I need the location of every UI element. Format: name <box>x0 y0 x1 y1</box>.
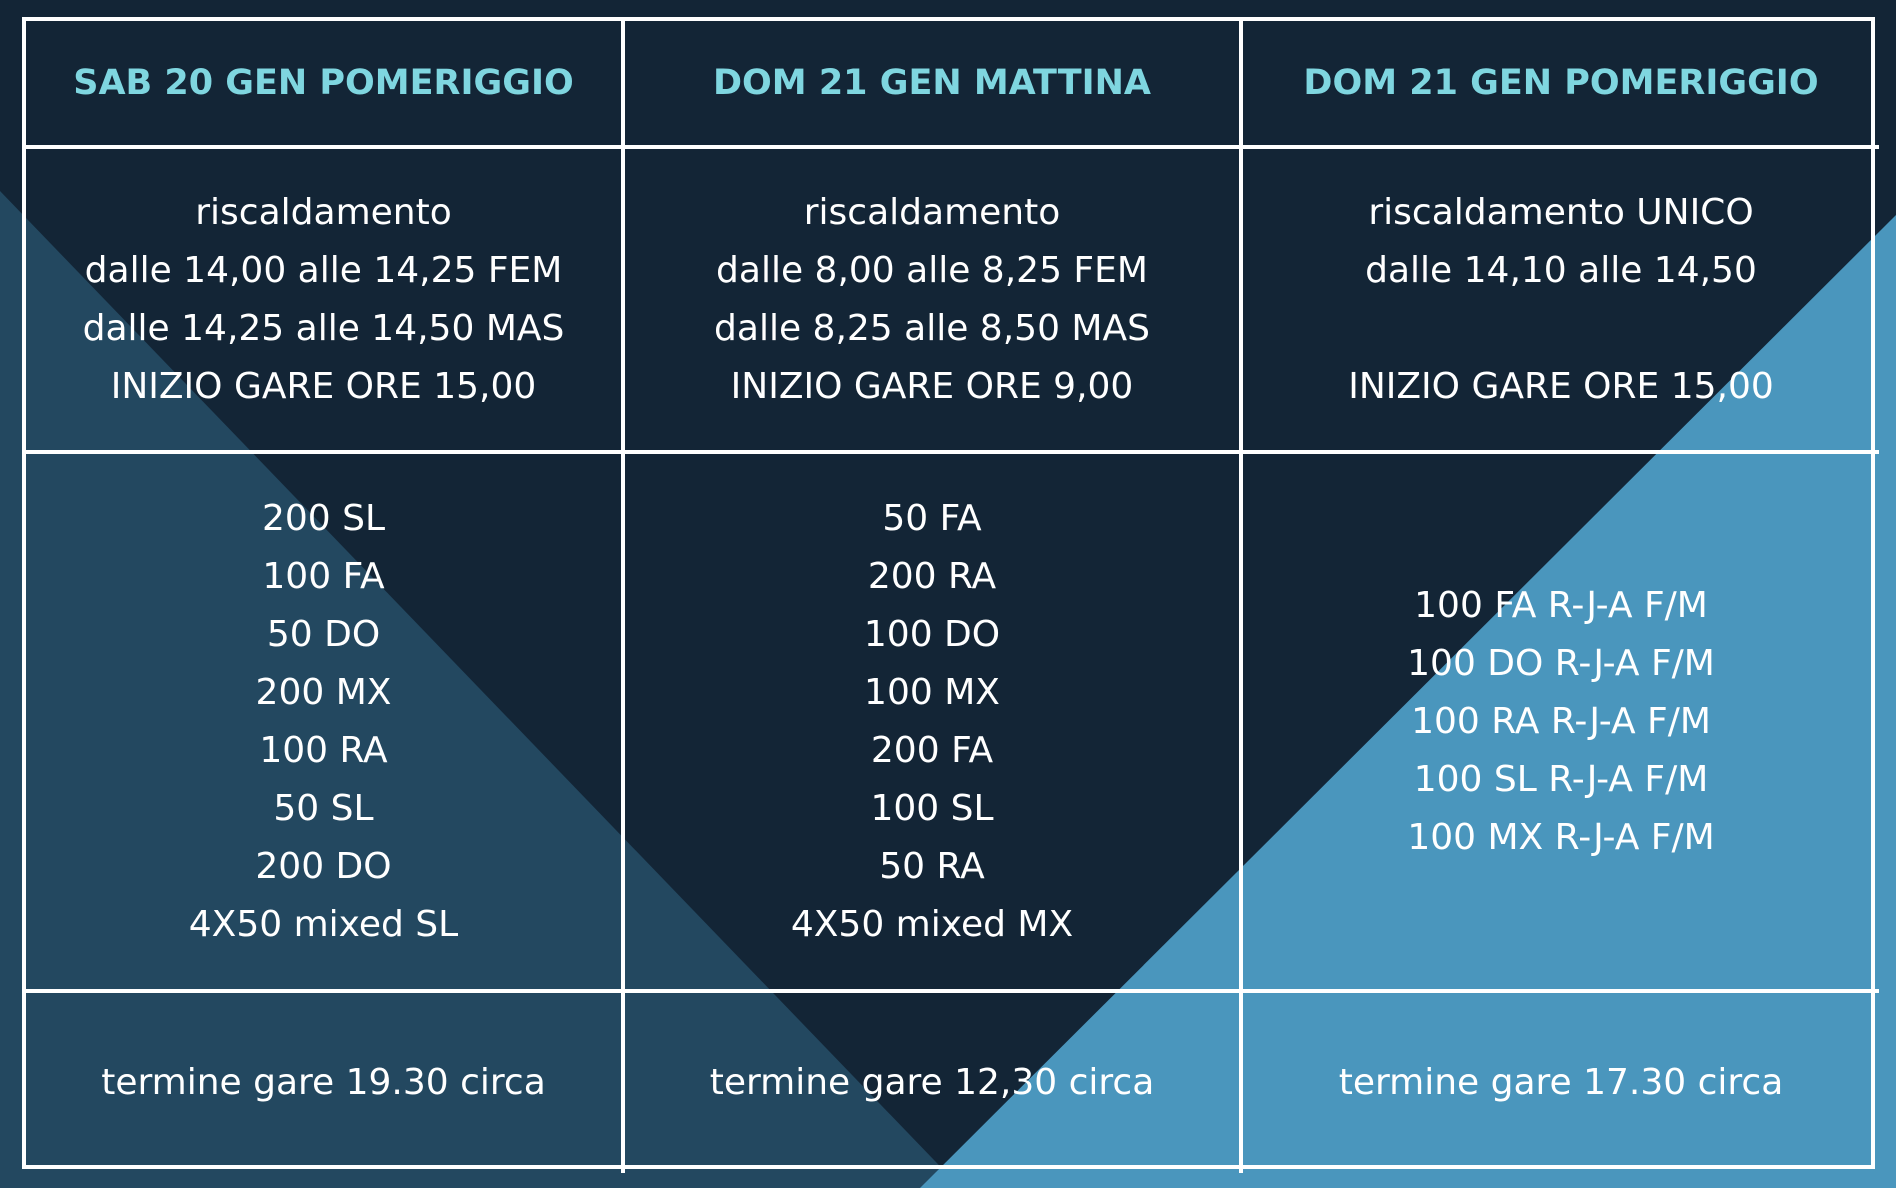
cell-line: 100 DO <box>863 613 1001 655</box>
cell-line: dalle 14,25 alle 14,50 MAS <box>82 307 565 349</box>
header-cell: DOM 21 GEN POMERIGGIO <box>1243 21 1879 149</box>
left-shape <box>0 191 961 1188</box>
right-shape <box>920 215 1896 1188</box>
cell-line: riscaldamento <box>803 191 1061 233</box>
cell-line: dalle 14,10 alle 14,50 <box>1365 249 1757 291</box>
cell-line: 100 SL R-J-A F/M <box>1413 758 1709 800</box>
cell-line: riscaldamento <box>195 191 452 233</box>
schedule-table: SAB 20 GEN POMERIGGIO DOM 21 GEN MATTINA… <box>22 17 1879 1173</box>
header: DOM 21 GEN POMERIGGIO <box>1303 63 1819 103</box>
cell-line: 100 MX <box>864 671 1000 713</box>
cell-line: 200 FA <box>870 729 994 771</box>
cell-line: INIZIO GARE ORE 15,00 <box>1348 365 1774 407</box>
cell: riscaldamento UNICO dalle 14,10 alle 14,5… <box>1243 149 1879 454</box>
cell: termine gare 17.30 circa <box>1243 993 1879 1173</box>
cell-line: 50 SL <box>273 787 374 829</box>
cell-line: 4X50 mixed MX <box>790 903 1074 945</box>
cell: 100 FA R-J-A F/M 100 DO R-J-A F/M 100 RA R… <box>1243 454 1879 993</box>
cell-line: 200 DO <box>255 845 392 887</box>
cell-line: 50 RA <box>879 845 985 887</box>
cell-line: 100 FA R-J-A F/M <box>1414 584 1708 626</box>
header: DOM 21 GEN MATTINA <box>713 63 1151 103</box>
cell: 50 FA 200 RA 100 DO 100 MX 200 FA 100 SL 50 RA… <box>625 454 1243 993</box>
cell: 200 SL 100 FA 50 DO 200 MX 100 RA 50 SL 200 DO… <box>26 454 625 993</box>
header: SAB 20 GEN POMERIGGIO <box>73 63 574 103</box>
cell-line: 100 RA <box>259 729 388 771</box>
cell-line: 100 RA R-J-A F/M <box>1411 700 1711 742</box>
cell: termine gare 19.30 circa <box>26 993 625 1173</box>
cell-line: 100 FA <box>262 555 385 597</box>
cell-line: dalle 14,00 alle 14,25 FEM <box>84 249 563 291</box>
cell-line: termine gare 19.30 circa <box>101 1062 546 1103</box>
cell-line: 200 SL <box>261 497 386 539</box>
cell-line: 100 DO R-J-A F/M <box>1407 642 1715 684</box>
cell-line: 50 FA <box>882 497 982 539</box>
cell-line: 50 DO <box>266 613 381 655</box>
cell-line: 200 RA <box>867 555 997 597</box>
cell-line: INIZIO GARE ORE 15,00 <box>110 365 537 407</box>
cell-line: dalle 8,25 alle 8,50 MAS <box>714 307 1150 349</box>
cell-line: 200 MX <box>255 671 392 713</box>
cell-line: INIZIO GARE ORE 9,00 <box>730 365 1134 407</box>
cell-line: 100 MX R-J-A F/M <box>1407 816 1715 858</box>
header-cell: SAB 20 GEN POMERIGGIO <box>26 21 625 149</box>
header-cell: DOM 21 GEN MATTINA <box>625 21 1243 149</box>
cell-line: termine gare 12,30 circa <box>709 1062 1155 1103</box>
cell-line: dalle 8,00 alle 8,25 FEM <box>716 249 1148 291</box>
cell: riscaldamento dalle 8,00 alle 8,25 FEM dal… <box>625 149 1243 454</box>
cell: termine gare 12,30 circa <box>625 993 1243 1173</box>
cell: riscaldamento dalle 14,00 alle 14,25 FEM d… <box>26 149 625 454</box>
cell-line: riscaldamento UNICO <box>1368 191 1754 233</box>
cell-line: 100 SL <box>870 787 994 829</box>
cell-line: 4X50 mixed SL <box>188 903 459 945</box>
cell-line: termine gare 17.30 circa <box>1338 1062 1784 1103</box>
